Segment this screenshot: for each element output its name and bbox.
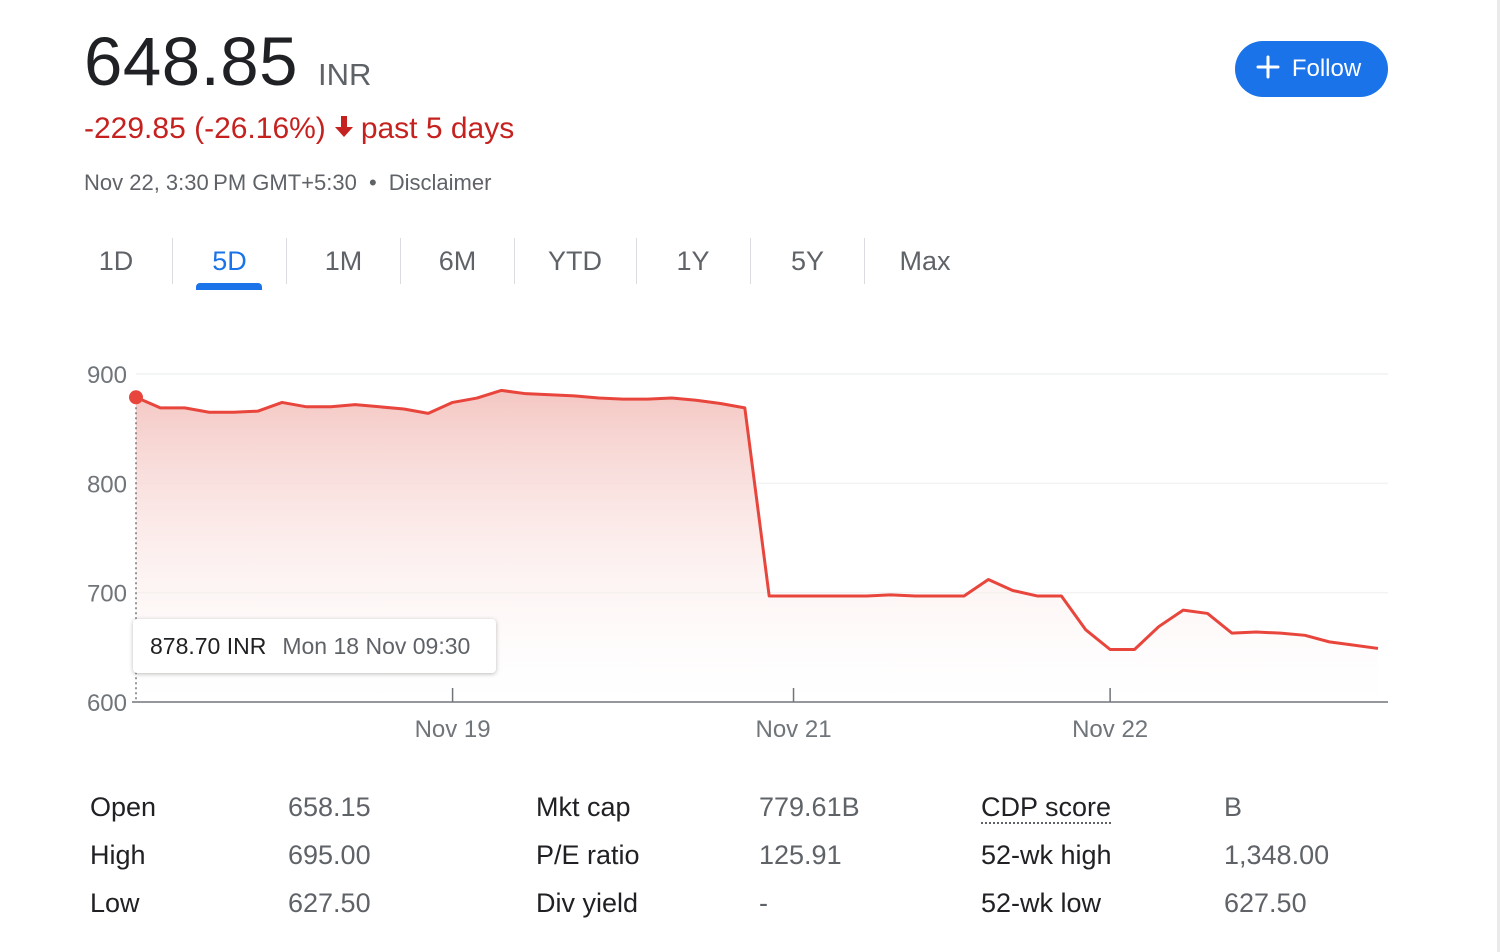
scrollbar-track [1497, 0, 1500, 952]
stat-value-div-yield: - [759, 888, 768, 918]
tab-divider [636, 238, 637, 284]
tab-1m[interactable]: 1M [324, 245, 363, 276]
tooltip-date: Mon 18 Nov 09:30 [282, 632, 471, 659]
x-tick-label: Nov 19 [415, 716, 491, 743]
stat-label-52wk-low: 52-wk low [981, 888, 1102, 918]
stat-label-low: Low [90, 888, 140, 918]
active-tab-indicator [196, 283, 262, 290]
stat-label-open: Open [90, 792, 157, 822]
stat-value-mkt-cap: 779.61B [759, 792, 860, 822]
y-tick-label: 700 [87, 581, 127, 608]
stat-label-52wk-high: 52-wk high [981, 840, 1112, 870]
disclaimer-link[interactable]: Disclaimer [388, 170, 492, 195]
hover-marker [129, 390, 143, 405]
stat-label-high: High [90, 840, 146, 870]
stat-value-pe-ratio: 125.91 [759, 840, 842, 870]
price-chart[interactable]: 900 800 700 600 Nov 19 Nov 21 Nov 22 [0, 330, 1506, 760]
arrow-down-icon [334, 112, 354, 146]
tab-ytd[interactable]: YTD [548, 245, 602, 276]
quote-meta: Nov 22, 3:30 PM GMT+5:30 • Disclaimer [84, 170, 491, 196]
tooltip-price: 878.70 INR [150, 632, 267, 659]
tab-6m[interactable]: 6M [438, 245, 477, 276]
y-tick-label: 600 [87, 690, 127, 717]
plus-icon [1256, 51, 1280, 85]
follow-button[interactable]: Follow [1235, 41, 1388, 97]
price-line [135, 388, 1379, 652]
tab-5y[interactable]: 5Y [790, 245, 825, 276]
stat-value-low: 627.50 [288, 888, 371, 918]
tab-1y[interactable]: 1Y [676, 245, 710, 276]
currency-code: INR [318, 57, 372, 92]
current-price: 648.85 [84, 23, 299, 100]
stat-label-div-yield: Div yield [536, 888, 639, 918]
tab-5d[interactable]: 5D [212, 245, 247, 276]
y-tick-label: 800 [87, 471, 127, 498]
chart-tooltip: 878.70 INR Mon 18 Nov 09:30 [133, 619, 496, 673]
tab-divider [750, 238, 751, 284]
tab-divider [514, 238, 515, 284]
tab-divider [864, 238, 865, 284]
tab-divider [400, 238, 401, 284]
timestamp: Nov 22, 3:30 PM GMT+5:30 [84, 170, 357, 195]
stat-value-52wk-high: 1,348.00 [1224, 840, 1330, 870]
stat-label-pe-ratio: P/E ratio [536, 840, 640, 870]
x-tick-label: Nov 22 [1072, 716, 1148, 743]
change-value: -229.85 (-26.16%) [84, 112, 326, 145]
stat-label-mkt-cap: Mkt cap [536, 792, 631, 822]
y-tick-label: 900 [87, 362, 127, 389]
tab-max[interactable]: Max [899, 245, 951, 276]
quote-header: 648.85 INR [84, 22, 371, 101]
stat-value-high: 695.00 [288, 840, 371, 870]
follow-label: Follow [1291, 55, 1362, 82]
tab-1d[interactable]: 1D [98, 245, 134, 276]
stat-value-52wk-low: 627.50 [1224, 888, 1307, 918]
tab-divider [286, 238, 287, 284]
tab-divider [172, 238, 173, 284]
price-change: -229.85 (-26.16%) past 5 days [84, 112, 514, 146]
stat-value-cdp-score: B [1224, 792, 1243, 822]
x-tick-label: Nov 21 [756, 716, 832, 743]
stat-label-cdp-score[interactable]: CDP score [981, 792, 1112, 824]
stat-value-open: 658.15 [288, 792, 371, 822]
change-period: past 5 days [360, 112, 515, 145]
meta-separator: • [368, 170, 377, 195]
